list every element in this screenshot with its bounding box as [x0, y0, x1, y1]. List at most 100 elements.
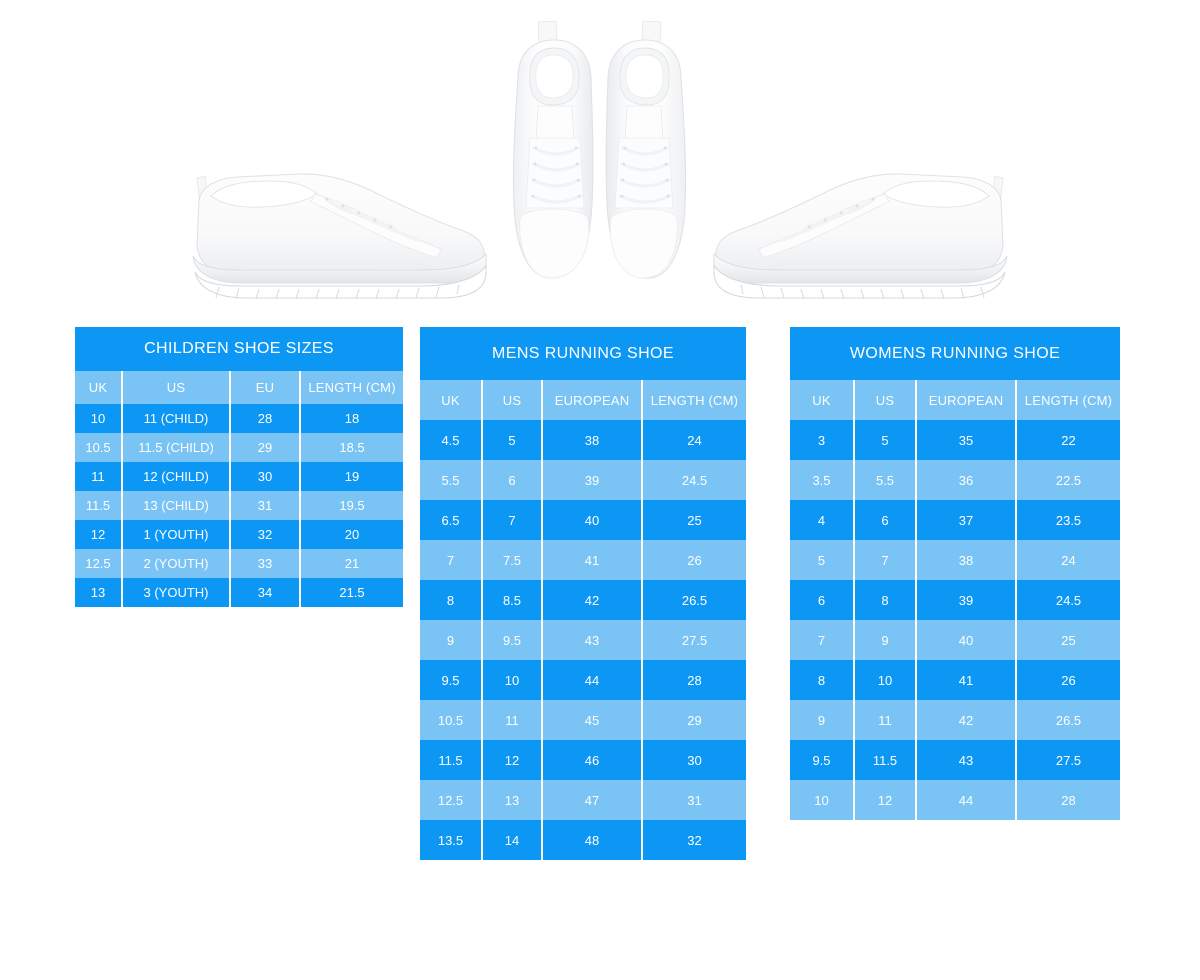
table-cell: 3.5	[790, 460, 854, 500]
table-cell: 9	[790, 700, 854, 740]
table-cell: 23.5	[1014, 500, 1121, 540]
table-cell: 31	[229, 491, 300, 520]
table-cell: 5	[790, 540, 854, 580]
table-cell: 27.5	[641, 620, 746, 660]
mens-col-european: EUROPEAN	[541, 380, 642, 420]
children-chart-title: CHILDREN SHOE SIZES	[75, 327, 404, 371]
table-cell: 19	[298, 462, 404, 491]
womens-col-length: LENGTH (CM)	[1014, 380, 1121, 420]
table-cell: 7.5	[481, 540, 542, 580]
table-row: 5 7 38 24	[790, 540, 1121, 580]
table-row: 11.5 12 46 30	[420, 740, 746, 780]
table-cell: 7	[853, 540, 916, 580]
table-cell: 11	[853, 700, 916, 740]
table-cell: 26	[641, 540, 746, 580]
mens-col-uk: UK	[420, 380, 482, 420]
table-cell: 18	[298, 404, 404, 433]
table-cell: 21	[298, 549, 404, 578]
table-cell: 11 (CHILD)	[121, 404, 230, 433]
table-row: 4.5 5 38 24	[420, 420, 746, 460]
table-cell: 42	[915, 700, 1016, 740]
table-row: 10 11 (CHILD) 28 18	[75, 404, 404, 433]
table-cell: 4	[790, 500, 854, 540]
table-cell: 33	[229, 549, 300, 578]
table-cell: 32	[641, 820, 746, 860]
table-row: 10 12 44 28	[790, 780, 1121, 820]
table-row: 8 8.5 42 26.5	[420, 580, 746, 620]
table-cell: 26.5	[641, 580, 746, 620]
table-cell: 35	[915, 420, 1016, 460]
table-cell: 21.5	[298, 578, 404, 607]
table-cell: 10.5	[75, 433, 122, 462]
table-cell: 44	[541, 660, 642, 700]
table-cell: 24.5	[641, 460, 746, 500]
table-cell: 11.5	[420, 740, 482, 780]
children-chart-body: 10 11 (CHILD) 28 18 10.5 11.5 (CHILD) 29 18.5 11…	[75, 404, 404, 607]
table-row: 11.5 13 (CHILD) 31 19.5	[75, 491, 404, 520]
table-cell: 11.5	[75, 491, 122, 520]
table-row: 9.5 11.5 43 27.5	[790, 740, 1121, 780]
table-cell: 22	[1014, 420, 1121, 460]
table-cell: 41	[541, 540, 642, 580]
table-cell: 13	[481, 780, 542, 820]
table-cell: 26.5	[1014, 700, 1121, 740]
shoe-side-right-view	[705, 150, 1025, 315]
table-cell: 10	[75, 404, 122, 433]
table-cell: 28	[641, 660, 746, 700]
table-cell: 26	[1014, 660, 1121, 700]
table-row: 7 9 40 25	[790, 620, 1121, 660]
table-row: 4 6 37 23.5	[790, 500, 1121, 540]
table-cell: 6.5	[420, 500, 482, 540]
table-cell: 30	[641, 740, 746, 780]
table-row: 3 5 35 22	[790, 420, 1121, 460]
table-cell: 39	[915, 580, 1016, 620]
table-cell: 34	[229, 578, 300, 607]
table-cell: 32	[229, 520, 300, 549]
shoe-top-pair-view	[480, 8, 720, 308]
mens-size-chart: MENS RUNNING SHOE UK US EUROPEAN LENGTH …	[420, 327, 746, 860]
table-cell: 40	[915, 620, 1016, 660]
mens-chart-title: MENS RUNNING SHOE	[420, 327, 746, 380]
table-cell: 27.5	[1014, 740, 1121, 780]
table-cell: 12	[481, 740, 542, 780]
table-cell: 46	[541, 740, 642, 780]
table-cell: 11	[75, 462, 122, 491]
table-cell: 28	[229, 404, 300, 433]
table-cell: 6	[853, 500, 916, 540]
table-row: 6.5 7 40 25	[420, 500, 746, 540]
table-cell: 48	[541, 820, 642, 860]
table-row: 7 7.5 41 26	[420, 540, 746, 580]
table-cell: 45	[541, 700, 642, 740]
mens-col-length: LENGTH (CM)	[641, 380, 746, 420]
table-cell: 8	[853, 580, 916, 620]
table-cell: 30	[229, 462, 300, 491]
table-row: 9 9.5 43 27.5	[420, 620, 746, 660]
table-row: 10.5 11.5 (CHILD) 29 18.5	[75, 433, 404, 462]
table-cell: 19.5	[298, 491, 404, 520]
table-row: 6 8 39 24.5	[790, 580, 1121, 620]
womens-col-european: EUROPEAN	[915, 380, 1016, 420]
table-cell: 13.5	[420, 820, 482, 860]
table-cell: 3	[790, 420, 854, 460]
children-column-header-row: UK US EU LENGTH (CM)	[75, 371, 404, 404]
table-cell: 22.5	[1014, 460, 1121, 500]
table-cell: 12	[853, 780, 916, 820]
table-cell: 31	[641, 780, 746, 820]
table-cell: 5	[481, 420, 542, 460]
table-cell: 10	[853, 660, 916, 700]
table-cell: 24	[641, 420, 746, 460]
table-cell: 10	[790, 780, 854, 820]
table-cell: 42	[541, 580, 642, 620]
table-cell: 43	[915, 740, 1016, 780]
table-row: 12.5 13 47 31	[420, 780, 746, 820]
table-cell: 9	[853, 620, 916, 660]
table-cell: 1 (YOUTH)	[121, 520, 230, 549]
table-cell: 8	[420, 580, 482, 620]
table-cell: 5	[853, 420, 916, 460]
womens-chart-body: 3 5 35 22 3.5 5.5 36 22.5 4 6 37 23.5 5 7 38 24 6 8 39 24.5…	[790, 420, 1121, 820]
table-row: 13 3 (YOUTH) 34 21.5	[75, 578, 404, 607]
table-cell: 13 (CHILD)	[121, 491, 230, 520]
table-cell: 29	[229, 433, 300, 462]
table-cell: 28	[1014, 780, 1121, 820]
table-row: 12 1 (YOUTH) 32 20	[75, 520, 404, 549]
